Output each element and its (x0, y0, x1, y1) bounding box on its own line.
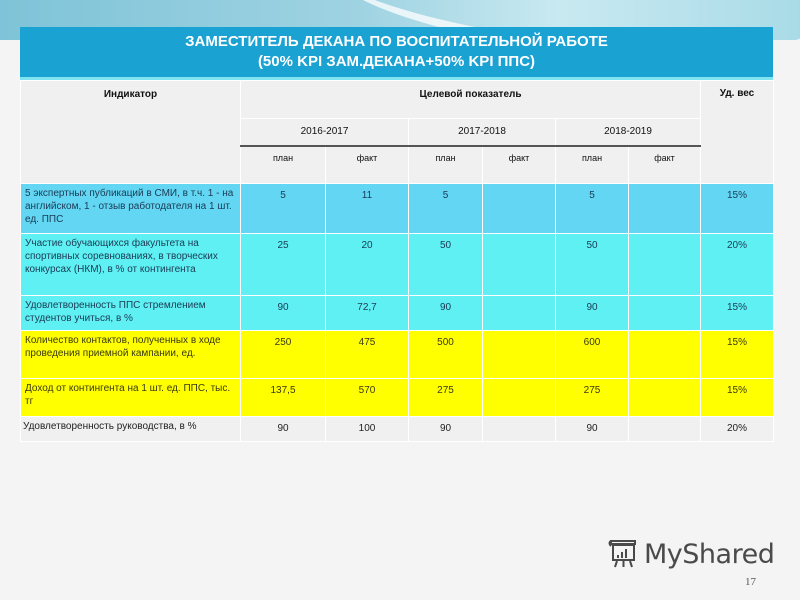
slide-title: ЗАМЕСТИТЕЛЬ ДЕКАНА ПО ВОСПИТАТЕЛЬНОЙ РАБ… (20, 27, 773, 80)
header-fact-2016: факт (325, 145, 409, 184)
cell-plan-2016: 137,5 (240, 378, 326, 417)
cell-plan-2017: 5 (408, 183, 483, 234)
header-year-2016-2017: 2016-2017 (240, 118, 409, 147)
cell-fact-2017 (482, 378, 556, 417)
cell-fact-2017 (482, 416, 556, 442)
cell-weight: 15% (700, 183, 774, 234)
cell-plan-2018: 50 (555, 233, 629, 296)
cell-plan-2016: 5 (240, 183, 326, 234)
table-row: Количество контактов, полученных в ходе … (20, 330, 774, 379)
table-row: Участие обучающихся факультета на спорти… (20, 233, 774, 296)
cell-fact-2016: 475 (325, 330, 409, 379)
cell-fact-2017 (482, 295, 556, 331)
cell-plan-2017: 50 (408, 233, 483, 296)
cell-plan-2018: 90 (555, 295, 629, 331)
myshared-watermark: MyShared (606, 537, 775, 571)
cell-fact-2017 (482, 183, 556, 234)
cell-plan-2018: 600 (555, 330, 629, 379)
cell-fact-2018 (628, 295, 701, 331)
cell-plan-2018: 5 (555, 183, 629, 234)
cell-weight: 20% (700, 233, 774, 296)
row-indicator: Количество контактов, полученных в ходе … (20, 330, 241, 379)
table-row: Доход от контингента на 1 шт. ед. ППС, т… (20, 378, 774, 417)
header-weight: Уд. вес (700, 80, 774, 184)
cell-weight: 20% (700, 416, 774, 442)
row-indicator: 5 экспертных публикаций в СМИ, в т.ч. 1 … (20, 183, 241, 234)
cell-weight: 15% (700, 330, 774, 379)
cell-fact-2017 (482, 233, 556, 296)
cell-plan-2018: 90 (555, 416, 629, 442)
row-indicator: Доход от контингента на 1 шт. ед. ППС, т… (20, 378, 241, 417)
cell-weight: 15% (700, 378, 774, 417)
cell-plan-2017: 500 (408, 330, 483, 379)
cell-fact-2018 (628, 183, 701, 234)
cell-plan-2016: 250 (240, 330, 326, 379)
table-row: Удовлетворенность ППС стремлением студен… (20, 295, 774, 331)
cell-plan-2016: 90 (240, 416, 326, 442)
table-row: Удовлетворенность руководства, в % 90 10… (20, 416, 774, 442)
table-row: 5 экспертных публикаций в СМИ, в т.ч. 1 … (20, 183, 774, 234)
cell-fact-2016: 20 (325, 233, 409, 296)
watermark-text: MyShared (644, 538, 775, 570)
row-indicator: Участие обучающихся факультета на спорти… (20, 233, 241, 296)
cell-plan-2017: 90 (408, 295, 483, 331)
page-number: 17 (745, 576, 756, 588)
cell-fact-2016: 570 (325, 378, 409, 417)
cell-plan-2017: 90 (408, 416, 483, 442)
cell-fact-2018 (628, 330, 701, 379)
slide-title-line-2: (50% KPI ЗАМ.ДЕКАНА+50% KPI ППС) (257, 53, 536, 70)
header-plan-2016: план (240, 145, 326, 184)
cell-fact-2016: 100 (325, 416, 409, 442)
cell-plan-2016: 25 (240, 233, 326, 296)
cell-plan-2016: 90 (240, 295, 326, 331)
presentation-chart-icon (608, 540, 636, 568)
header-target: Целевой показатель (240, 80, 701, 119)
slide-title-line-1: ЗАМЕСТИТЕЛЬ ДЕКАНА ПО ВОСПИТАТЕЛЬНОЙ РАБ… (185, 33, 608, 50)
header-year-2017-2018: 2017-2018 (408, 118, 556, 147)
cell-weight: 15% (700, 295, 774, 331)
cell-fact-2017 (482, 330, 556, 379)
header-fact-2018: факт (628, 145, 701, 184)
cell-fact-2016: 72,7 (325, 295, 409, 331)
header-year-2018-2019: 2018-2019 (555, 118, 701, 147)
row-indicator: Удовлетворенность ППС стремлением студен… (20, 295, 241, 331)
cell-plan-2018: 275 (555, 378, 629, 417)
header-plan-2018: план (555, 145, 629, 184)
cell-plan-2017: 275 (408, 378, 483, 417)
cell-fact-2016: 11 (325, 183, 409, 234)
cell-fact-2018 (628, 416, 701, 442)
kpi-table: Индикатор Целевой показатель Уд. вес 201… (20, 80, 774, 442)
cell-fact-2018 (628, 233, 701, 296)
header-plan-2017: план (408, 145, 483, 184)
header-fact-2017: факт (482, 145, 556, 184)
header-indicator: Индикатор (20, 80, 241, 184)
cell-fact-2018 (628, 378, 701, 417)
row-indicator: Удовлетворенность руководства, в % (20, 416, 241, 442)
